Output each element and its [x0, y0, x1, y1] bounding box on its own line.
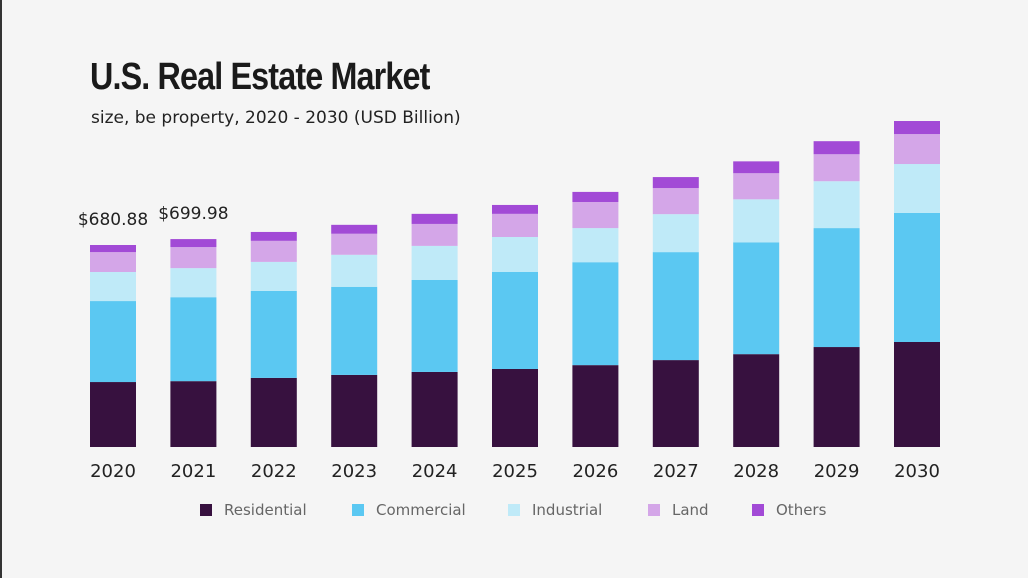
legend-swatch — [648, 504, 660, 516]
bar-segment-commercial-2020 — [90, 301, 136, 383]
chart-title: U.S. Real Estate Market — [90, 56, 430, 98]
x-tick-label: 2023 — [331, 461, 377, 482]
bar-segment-industrial-2021 — [170, 268, 217, 298]
bar-segment-residential-2021 — [170, 381, 217, 447]
legend-label: Residential — [224, 501, 307, 519]
legend-swatch — [352, 504, 364, 516]
x-tick-label: 2021 — [170, 461, 216, 482]
bar-segment-residential-2027 — [652, 360, 699, 447]
bar-segment-land-2029 — [813, 154, 860, 182]
bar-segment-others-2029 — [813, 141, 860, 155]
bar-segment-residential-2025 — [492, 368, 538, 447]
legend-swatch — [508, 504, 520, 516]
x-tick-label: 2029 — [814, 461, 860, 482]
chart-subtitle: size, be property, 2020 - 2030 (USD Bill… — [91, 108, 461, 128]
bar-segment-commercial-2021 — [170, 297, 217, 382]
bar-segment-residential-2024 — [411, 371, 458, 447]
bar-segment-industrial-2028 — [733, 199, 780, 243]
bar-segment-commercial-2025 — [492, 271, 538, 369]
bar-segment-industrial-2030 — [894, 164, 940, 213]
bar-segment-land-2025 — [492, 213, 538, 237]
bar-segment-land-2020 — [90, 252, 136, 272]
data-label: $699.98 — [158, 204, 228, 224]
bar-segment-residential-2020 — [90, 382, 136, 447]
bar-segment-others-2028 — [733, 161, 780, 174]
legend-label: Industrial — [532, 501, 603, 519]
bar-segment-commercial-2030 — [894, 212, 940, 342]
legend-item-residential: Residential — [200, 501, 307, 519]
bar-segment-others-2025 — [492, 204, 538, 214]
bar-segment-commercial-2024 — [411, 280, 458, 372]
bar-segment-residential-2022 — [250, 377, 297, 447]
bar-segment-commercial-2028 — [733, 242, 780, 355]
bar-segment-residential-2026 — [572, 365, 619, 447]
bar-segment-land-2024 — [411, 223, 458, 246]
bar-segment-others-2030 — [894, 121, 940, 135]
legend-item-others: Others — [752, 501, 826, 519]
bar-segment-land-2028 — [733, 173, 780, 200]
bar-segment-others-2027 — [652, 177, 699, 189]
bar-segment-industrial-2023 — [331, 254, 378, 287]
x-tick-label: 2026 — [572, 461, 618, 482]
x-tick-label: 2020 — [90, 461, 136, 482]
bar-segment-others-2022 — [250, 231, 297, 241]
bar-segment-others-2020 — [90, 245, 136, 253]
bar-segment-industrial-2027 — [652, 214, 699, 253]
bar-segment-industrial-2026 — [572, 228, 619, 263]
bar-segment-commercial-2022 — [250, 290, 297, 378]
x-tick-label: 2022 — [251, 461, 297, 482]
legend-label: Commercial — [376, 501, 466, 519]
x-tick-label: 2030 — [894, 461, 940, 482]
bar-segment-residential-2023 — [331, 374, 378, 447]
bar-segment-industrial-2024 — [411, 245, 458, 281]
data-label: $680.88 — [78, 210, 148, 230]
bar-segment-land-2021 — [170, 247, 217, 269]
legend-label: Others — [776, 501, 827, 519]
bar-segment-land-2030 — [894, 134, 940, 165]
legend-item-land: Land — [648, 501, 709, 519]
bar-segment-commercial-2027 — [652, 252, 699, 361]
x-tick-label: 2028 — [733, 461, 779, 482]
bar-segment-commercial-2023 — [331, 286, 378, 375]
legend-label: Land — [672, 501, 709, 519]
left-edge — [0, 0, 2, 578]
bar-segment-land-2027 — [652, 188, 699, 215]
bar-segment-industrial-2025 — [492, 236, 538, 272]
legend-item-commercial: Commercial — [352, 501, 466, 519]
bar-segment-industrial-2020 — [90, 271, 136, 302]
bar-segment-land-2026 — [572, 201, 619, 229]
bar-segment-commercial-2026 — [572, 262, 619, 366]
x-tick-label: 2025 — [492, 461, 538, 482]
bar-segment-residential-2030 — [894, 341, 940, 447]
bar-segment-residential-2029 — [813, 347, 860, 447]
bar-segment-industrial-2022 — [250, 261, 297, 291]
bar-segment-commercial-2029 — [813, 228, 860, 348]
bar-segment-industrial-2029 — [813, 181, 860, 229]
legend-swatch — [752, 504, 764, 516]
legend-swatch — [200, 504, 212, 516]
x-tick-label: 2027 — [653, 461, 699, 482]
bar-segment-residential-2028 — [733, 354, 780, 447]
bar-segment-others-2026 — [572, 191, 619, 202]
bar-segment-land-2022 — [250, 240, 297, 262]
x-tick-label: 2024 — [412, 461, 458, 482]
bar-segment-land-2023 — [331, 233, 378, 255]
bar-segment-others-2023 — [331, 224, 378, 234]
bar-segment-others-2024 — [411, 213, 458, 224]
legend-item-industrial: Industrial — [508, 501, 602, 519]
bar-segment-others-2021 — [170, 239, 217, 248]
